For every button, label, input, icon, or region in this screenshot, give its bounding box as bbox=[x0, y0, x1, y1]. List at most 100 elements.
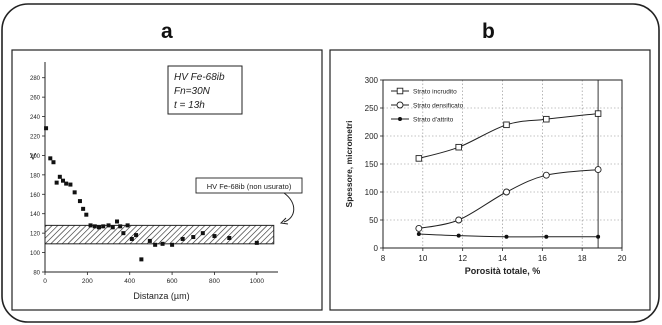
series-point-0 bbox=[594, 110, 602, 117]
y-tick-label-a: 200 bbox=[30, 154, 41, 160]
data-point-a bbox=[212, 234, 217, 239]
legend-marker bbox=[398, 117, 402, 121]
x-tick-label-b: 20 bbox=[618, 254, 627, 263]
data-point-a bbox=[97, 225, 102, 230]
chart-b: 0 50 100 150 200 250 300 8 10 12 14 16 18 20 Porosità … bbox=[344, 76, 627, 276]
data-point-a bbox=[160, 241, 165, 246]
x-tick-label-a: 0 bbox=[43, 278, 47, 285]
annotation-line: t = 13h bbox=[174, 100, 205, 111]
data-point-a bbox=[106, 223, 111, 228]
data-point-a bbox=[72, 190, 77, 195]
data-point-a bbox=[44, 126, 49, 131]
band-label: HV Fe-68ib (non usurato) bbox=[207, 182, 292, 191]
data-point-a bbox=[110, 225, 115, 230]
x-tick-label-b: 18 bbox=[578, 254, 587, 263]
y-tick-label-b: 250 bbox=[365, 104, 379, 113]
series-point-0 bbox=[455, 143, 462, 151]
series-point-1 bbox=[594, 166, 602, 174]
data-point-a bbox=[92, 224, 97, 229]
band-callout bbox=[283, 192, 295, 223]
legend-marker bbox=[396, 101, 404, 109]
y-tick-label-a: 280 bbox=[30, 76, 41, 82]
y-tick-label-b: 150 bbox=[365, 160, 379, 169]
data-point-a bbox=[139, 257, 144, 262]
series-point-2 bbox=[416, 232, 421, 236]
y-tick-label-b: 0 bbox=[374, 244, 379, 253]
x-tick-label-a: 200 bbox=[82, 278, 93, 285]
x-axis-label-a: Distanza (µm) bbox=[133, 291, 189, 301]
series-point-2 bbox=[456, 233, 461, 238]
series-point-1 bbox=[542, 171, 550, 179]
band-label-box bbox=[195, 177, 303, 194]
data-point-a bbox=[147, 238, 152, 243]
y-tick-label-a: 240 bbox=[30, 115, 41, 121]
x-tick-label-b: 10 bbox=[418, 254, 427, 263]
data-point-a bbox=[121, 231, 126, 236]
x-tick-label-b: 16 bbox=[538, 254, 547, 263]
legend-marker bbox=[396, 87, 404, 95]
data-point-a bbox=[191, 235, 196, 240]
data-point-a bbox=[170, 242, 175, 247]
data-point-a bbox=[125, 223, 130, 228]
series-point-1 bbox=[455, 216, 463, 224]
data-point-a bbox=[254, 240, 259, 245]
y-tick-label-a: 120 bbox=[30, 232, 41, 238]
y-tick-label-b: 300 bbox=[365, 76, 379, 85]
y-tick-label-b: 200 bbox=[365, 132, 379, 141]
band-callout-arrow bbox=[279, 217, 289, 225]
data-point-a bbox=[51, 160, 56, 165]
series-point-2 bbox=[504, 234, 509, 239]
annotation-box bbox=[167, 65, 243, 115]
y-tick-label-a: 160 bbox=[30, 193, 41, 199]
data-point-a bbox=[200, 231, 205, 236]
series-point-2 bbox=[596, 234, 601, 239]
data-point-a bbox=[68, 182, 73, 187]
series-point-1 bbox=[503, 188, 510, 196]
legend-label: Strato densificato bbox=[413, 103, 464, 110]
data-point-a bbox=[227, 236, 232, 240]
y-tick-label-a: 220 bbox=[30, 135, 41, 141]
data-point-a bbox=[57, 174, 62, 179]
y-tick-label-a: 180 bbox=[30, 173, 41, 179]
x-tick-label-b: 12 bbox=[458, 254, 467, 263]
panel-label-a: a bbox=[161, 20, 173, 43]
data-point-a bbox=[118, 224, 123, 229]
series-point-0 bbox=[415, 155, 423, 162]
data-point-a bbox=[61, 178, 66, 183]
data-point-a bbox=[84, 212, 89, 217]
data-point-a bbox=[153, 242, 158, 247]
y-tick-label-b: 100 bbox=[365, 188, 379, 197]
data-point-a bbox=[77, 199, 82, 204]
y-tick-label-a: 80 bbox=[33, 271, 40, 277]
data-point-a bbox=[88, 223, 93, 228]
x-tick-label-b: 8 bbox=[381, 254, 386, 263]
annotation-line: Fn=30N bbox=[174, 86, 211, 97]
x-tick-label-a: 400 bbox=[124, 278, 135, 285]
legend-label: Strato incrudito bbox=[413, 89, 457, 96]
y-tick-label-a: 260 bbox=[30, 96, 41, 102]
data-point-a bbox=[101, 224, 106, 229]
x-tick-label-a: 800 bbox=[209, 278, 220, 285]
annotation-line: HV Fe-68ib bbox=[174, 72, 225, 83]
x-tick-label-a: 600 bbox=[167, 278, 178, 285]
series-point-0 bbox=[543, 115, 550, 123]
panel-label-b: b bbox=[482, 20, 495, 43]
series-point-1 bbox=[415, 224, 423, 232]
x-axis-label-b: Porosità totale, % bbox=[465, 266, 541, 276]
data-point-a bbox=[115, 219, 120, 224]
series-point-0 bbox=[503, 121, 510, 129]
data-point-a bbox=[81, 206, 86, 211]
x-tick-label-b: 14 bbox=[498, 254, 507, 263]
chart-a: 80 100 120 140 160 180 200 220 240 260 280 0 200 400 6… bbox=[30, 62, 303, 301]
data-point-a bbox=[180, 236, 185, 241]
y-tick-label-b: 50 bbox=[369, 216, 378, 225]
y-tick-label-a: 100 bbox=[30, 251, 41, 257]
data-point-a bbox=[54, 180, 59, 185]
y-tick-label-a: 140 bbox=[30, 212, 41, 218]
y-axis-label-b: Spessore, micrometri bbox=[344, 121, 354, 208]
legend-label: Strato d'attrito bbox=[413, 117, 454, 124]
data-point-a bbox=[134, 233, 139, 238]
y-axis-label-a: V bbox=[30, 151, 36, 161]
data-point-a bbox=[48, 156, 53, 161]
